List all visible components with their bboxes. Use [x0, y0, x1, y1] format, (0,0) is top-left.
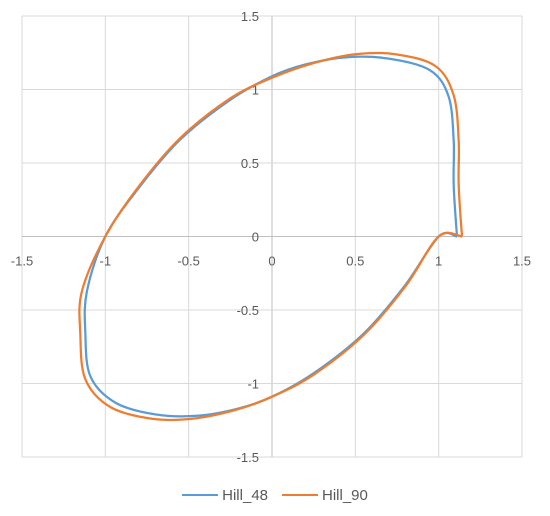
y-tick-label-5: -1: [247, 377, 259, 392]
legend-swatch-hill90: [282, 494, 318, 496]
x-tick-label-2: -0.5: [177, 254, 199, 269]
series-line-hill-48: [83, 55, 459, 418]
plot-area: -1.5 -1 -0.5 0 0.5 1 1.5 1.5 1 0.5 0 -0.5 -1 -1.5: [11, 9, 531, 465]
y-tick-label-1: 1: [252, 83, 259, 98]
y-tick-label-4: -0.5: [237, 303, 259, 318]
legend-item-hill48: Hill_48: [182, 487, 268, 504]
x-tick-label-3: 0: [268, 254, 275, 269]
x-tick-label-0: -1.5: [11, 254, 33, 269]
legend: Hill_48 Hill_90: [0, 482, 550, 508]
x-tick-label-6: 1.5: [513, 254, 531, 269]
x-tick-label-4: 0.5: [346, 254, 364, 269]
legend-label-hill48: Hill_48: [222, 486, 268, 504]
y-tick-label-2: 0.5: [241, 156, 259, 171]
legend-item-hill90: Hill_90: [282, 487, 368, 504]
legend-label-hill90: Hill_90: [322, 486, 368, 504]
x-tick-label-1: -1: [100, 254, 112, 269]
y-tick-label-0: 1.5: [241, 9, 259, 24]
y-tick-label-3: 0: [252, 230, 259, 245]
series-line-hill-90: [78, 51, 464, 422]
x-tick-label-5: 1: [435, 254, 442, 269]
legend-swatch-hill48: [182, 494, 219, 496]
y-tick-label-6: -1.5: [237, 450, 259, 465]
